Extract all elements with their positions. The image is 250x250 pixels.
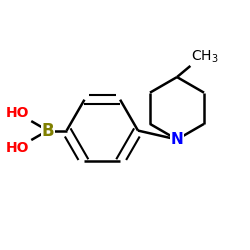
Text: B: B xyxy=(41,122,54,140)
Text: HO: HO xyxy=(6,106,29,120)
Text: N: N xyxy=(170,132,183,147)
Text: CH$_3$: CH$_3$ xyxy=(192,48,219,65)
Text: HO: HO xyxy=(6,141,29,155)
